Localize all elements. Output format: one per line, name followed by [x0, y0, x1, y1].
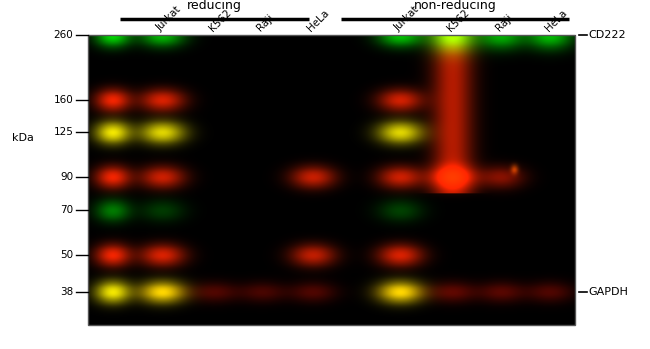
Text: 38: 38 [60, 287, 73, 297]
Text: 70: 70 [60, 206, 73, 215]
Text: reducing: reducing [187, 0, 242, 12]
Text: Raji: Raji [255, 13, 276, 33]
Text: non-reducing: non-reducing [413, 0, 497, 12]
Text: Raji: Raji [494, 13, 515, 33]
Text: CD222: CD222 [588, 30, 626, 40]
Text: HeLa: HeLa [543, 8, 569, 33]
Bar [88, 35, 575, 325]
Text: HeLa: HeLa [306, 8, 332, 33]
Text: 160: 160 [54, 95, 73, 105]
Text: 50: 50 [60, 250, 73, 260]
Text: Jurkat: Jurkat [155, 5, 183, 33]
Text: K562: K562 [207, 7, 233, 33]
Text: 125: 125 [53, 127, 73, 137]
Text: kDa: kDa [12, 133, 34, 143]
Text: 260: 260 [54, 30, 73, 40]
Text: GAPDH: GAPDH [588, 287, 628, 297]
Text: Jurkat: Jurkat [393, 5, 422, 33]
Text: K562: K562 [445, 7, 471, 33]
Text: 90: 90 [60, 172, 73, 182]
